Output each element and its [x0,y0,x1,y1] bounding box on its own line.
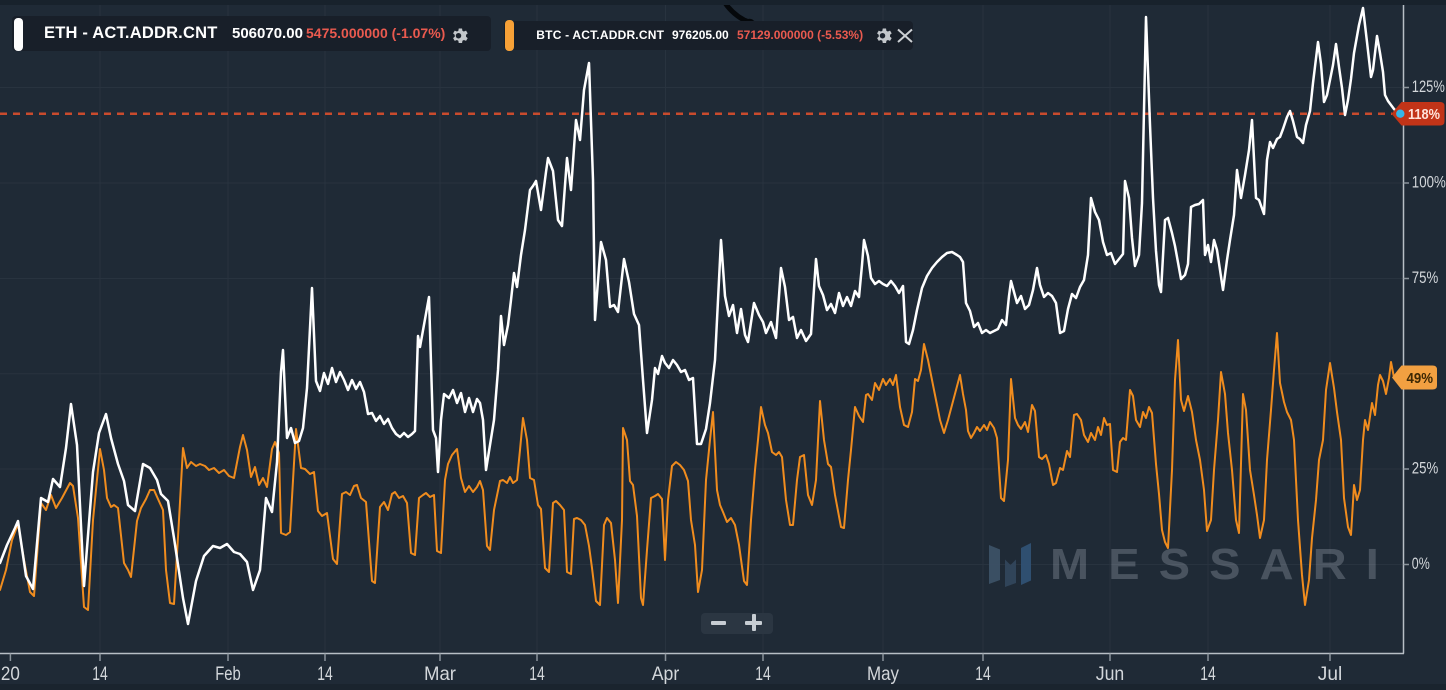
svg-text:Apr: Apr [652,663,680,685]
svg-text:14: 14 [1200,663,1216,685]
svg-text:14: 14 [529,663,545,685]
svg-text:Mar: Mar [424,663,456,685]
svg-text:25%: 25% [1412,460,1439,478]
svg-text:Feb: Feb [215,663,241,685]
svg-text:Jun: Jun [1096,663,1125,685]
svg-text:14: 14 [755,663,771,685]
svg-text:0%: 0% [1412,555,1430,573]
svg-text:118%: 118% [1408,107,1440,123]
svg-text:75%: 75% [1412,269,1439,287]
svg-text:Jul: Jul [1318,663,1343,685]
svg-text:May: May [867,663,899,685]
svg-text:14: 14 [92,663,108,685]
svg-text:100%: 100% [1412,174,1446,192]
svg-text:125%: 125% [1412,78,1445,96]
svg-text:14: 14 [975,663,991,685]
svg-text:20: 20 [1,663,20,685]
svg-text:MESSARI: MESSARI [1050,540,1398,589]
svg-text:49%: 49% [1407,370,1434,387]
svg-text:14: 14 [317,663,333,685]
